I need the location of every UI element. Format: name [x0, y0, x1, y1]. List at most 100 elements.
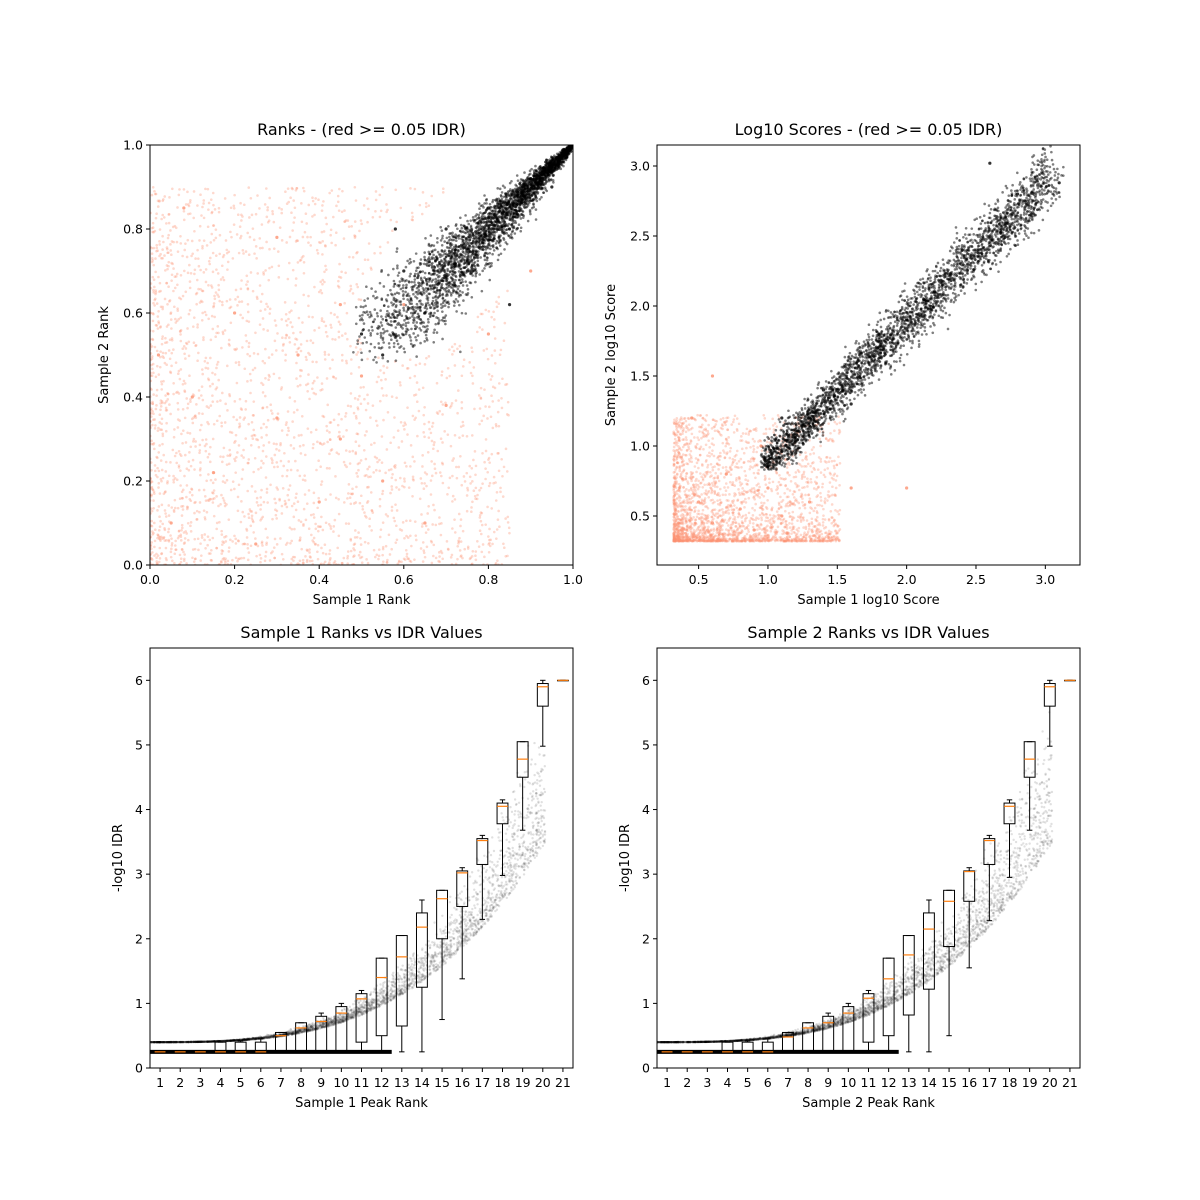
scatter-point [484, 405, 487, 408]
scatter-point [195, 518, 199, 521]
scatter-point [471, 350, 474, 354]
scatter-point [324, 216, 328, 220]
scatter-point [178, 553, 182, 557]
scatter-point [394, 541, 398, 544]
scatter-point [489, 247, 492, 251]
scatter-point [249, 379, 253, 382]
scatter-point [198, 468, 202, 472]
scatter-point [239, 236, 242, 240]
scatter-point [466, 545, 470, 549]
scatter-point [219, 502, 222, 506]
scatter-point [213, 497, 216, 500]
scatter-point [469, 256, 472, 259]
scatter-point [458, 278, 461, 282]
scatter-point [306, 549, 309, 553]
scatter-point [181, 382, 185, 386]
scatter-point [366, 258, 370, 262]
scatter-point [221, 540, 224, 543]
scatter-point [377, 375, 380, 379]
scatter-point [392, 465, 396, 468]
scatter-point [272, 465, 276, 469]
scatter-point [358, 461, 361, 465]
scatter-point [150, 442, 154, 446]
scatter-point [317, 198, 320, 202]
scatter-point [320, 209, 324, 212]
scatter-point [246, 461, 250, 465]
scatter-point [287, 488, 291, 491]
scatter-point [385, 210, 388, 214]
scatter-point [185, 467, 189, 471]
scatter-point [432, 543, 436, 547]
scatter-point [334, 562, 338, 565]
scatter-point [311, 215, 314, 218]
scatter-point [348, 450, 351, 453]
scatter-point [484, 308, 488, 312]
scatter-point [152, 230, 155, 234]
scatter-point [418, 497, 422, 501]
scatter-point [231, 257, 235, 260]
scatter-point [177, 369, 181, 373]
scatter-point [167, 285, 170, 288]
scatter-point [424, 287, 428, 290]
scatter-point [422, 321, 426, 324]
scatter-point [379, 331, 383, 335]
scatter-point [226, 268, 229, 271]
scatter-point [415, 338, 418, 342]
scatter-point [419, 258, 423, 261]
scatter-point [382, 418, 385, 422]
scatter-point [203, 517, 207, 521]
scatter-point [275, 517, 278, 520]
scatter-point [153, 469, 157, 473]
scatter-point [474, 554, 477, 557]
scatter-point [411, 305, 415, 309]
scatter-point [215, 268, 218, 271]
scatter-point [353, 548, 356, 552]
scatter-point [291, 555, 295, 559]
scatter-point [220, 552, 224, 555]
scatter-point [176, 206, 179, 209]
scatter-point [223, 329, 227, 332]
scatter-point [211, 437, 215, 441]
scatter-point [245, 527, 248, 531]
scatter-point [183, 553, 186, 556]
scatter-point [174, 361, 178, 364]
scatter-point [160, 400, 164, 403]
scatter-point [227, 550, 231, 553]
scatter-point [495, 490, 499, 494]
scatter-point [261, 515, 265, 519]
scatter-point [374, 190, 378, 193]
scatter-point [266, 206, 270, 209]
scatter-point [479, 230, 483, 234]
scatter-point [473, 220, 476, 223]
scatter-point [317, 326, 321, 330]
scatter-point [247, 516, 251, 520]
scatter-point [321, 282, 324, 286]
scatter-point [402, 306, 405, 310]
scatter-point [158, 525, 162, 528]
scatter-point [446, 492, 449, 496]
scatter-point [469, 556, 473, 560]
scatter-point [150, 480, 154, 484]
scatter-point [179, 235, 182, 238]
scatter-point [382, 331, 385, 335]
scatter-point [488, 224, 491, 227]
scatter-point [289, 196, 292, 199]
scatter-point [159, 459, 163, 462]
scatter-point [409, 297, 413, 300]
scatter-point [218, 299, 222, 303]
scatter-point [185, 484, 189, 487]
scatter-point [295, 350, 298, 354]
scatter-point [471, 549, 475, 553]
scatter-point [173, 454, 177, 458]
scatter-point [353, 554, 356, 557]
scatter-point [281, 344, 285, 347]
scatter-point [177, 466, 181, 469]
scatter-point [488, 481, 492, 485]
scatter-point [427, 263, 431, 267]
scatter-point [154, 270, 157, 274]
scatter-point [481, 269, 484, 273]
scatter-point [227, 518, 231, 521]
scatter-point [424, 333, 428, 337]
scatter-point [370, 508, 374, 512]
scatter-point [240, 279, 243, 282]
